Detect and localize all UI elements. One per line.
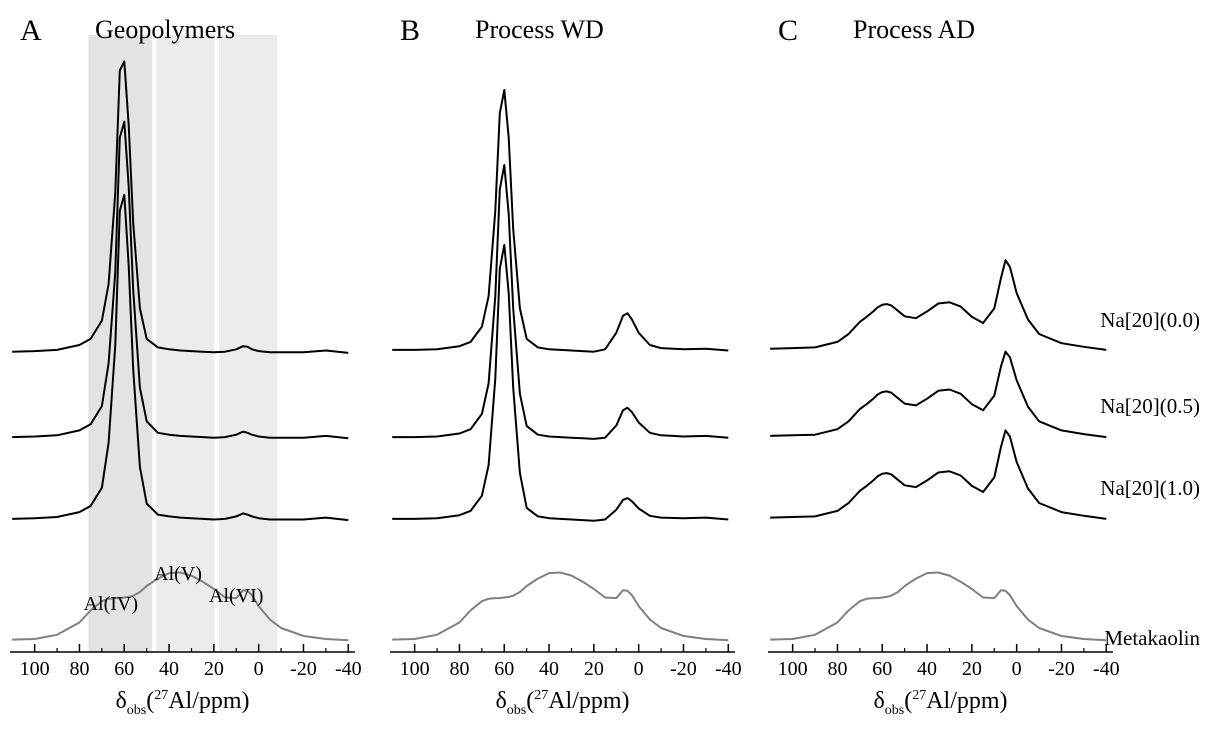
x-tick-label: 60 [114,658,134,680]
x-tick-label: -40 [1093,658,1120,680]
x-axis-label: δobs(27Al/ppm) [115,688,249,718]
label-subscript: obs [507,703,526,718]
spectrum [12,571,349,642]
x-tick-label: 0 [254,658,264,680]
spectrum [392,571,729,642]
shaded-region [88,35,153,652]
series-label: Metakaolin [1104,626,1200,650]
label-unit: Al/ppm) [168,688,249,714]
label-open: ( [146,688,154,714]
x-tick-label: 80 [69,658,89,680]
label-subscript: obs [885,703,904,718]
panel-letter: A [20,14,42,47]
x-axis-label: δobs(27Al/ppm) [495,688,629,718]
label-symbol: δ [873,688,884,714]
spectrum [392,164,729,440]
label-superscript: 27 [154,688,168,703]
label-superscript: 27 [912,688,926,703]
label-open: ( [904,688,912,714]
spectrum [12,120,349,440]
x-tick-label: 40 [159,658,179,680]
x-tick-label: -20 [290,658,317,680]
spectrum [770,350,1107,439]
x-tick-label: -40 [715,658,742,680]
panel-title: Process AD [853,15,975,44]
label-symbol: δ [495,688,506,714]
series-label: Na[20](0.5) [1100,394,1200,418]
spectrum [392,244,729,522]
x-tick-label: 20 [204,658,224,680]
label-symbol: δ [115,688,126,714]
panel-letter: C [778,14,798,47]
x-tick-label: 0 [1012,658,1022,680]
x-tick-label: 20 [962,658,982,680]
series-label: Na[20](1.0) [1100,476,1200,500]
x-tick-label: 60 [494,658,514,680]
x-tick-label: 80 [827,658,847,680]
x-tick-label: 100 [20,658,50,680]
shaded-region [156,35,215,652]
spectrum [12,60,349,354]
x-tick-label: 40 [917,658,937,680]
x-tick-label: 20 [584,658,604,680]
panel: B Process WD 100 80 60 40 20 0 -20 -40 δobs(27Al/p… [390,14,742,718]
label-superscript: 27 [534,688,548,703]
peak-annotation: Al(V) [154,563,202,585]
x-tick-label: 100 [778,658,808,680]
series-label: Na[20](0.0) [1100,308,1200,332]
x-tick-label: 0 [634,658,644,680]
spectrum [770,429,1107,520]
label-subscript: obs [127,703,146,718]
x-tick-label: -20 [1048,658,1075,680]
spectrum [770,571,1107,642]
panel: C Process AD Na[20](0.0) Na[20](0.5) Na[20](… [768,14,1200,718]
panel-title: Process WD [475,15,604,44]
label-unit: Al/ppm) [926,688,1007,714]
label-unit: Al/ppm) [548,688,629,714]
x-axis-label: δobs(27Al/ppm) [873,688,1007,718]
label-open: ( [526,688,534,714]
spectrum [12,193,349,522]
x-tick-label: 60 [872,658,892,680]
spectrum [392,89,729,353]
x-tick-label: -20 [670,658,697,680]
panel-title: Geopolymers [95,15,235,44]
panel-letter: B [400,14,420,47]
x-tick-label: 80 [449,658,469,680]
peak-annotation: Al(IV) [84,593,138,615]
spectrum [770,259,1107,351]
x-tick-label: -40 [335,658,362,680]
panel: A Geopolymers Al(IV) Al(V) Al(VI) 100 80 60 40 20… [10,14,362,718]
shaded-region [219,35,278,652]
x-tick-label: 100 [400,658,430,680]
peak-annotation: Al(VI) [209,585,263,607]
x-tick-label: 40 [539,658,559,680]
